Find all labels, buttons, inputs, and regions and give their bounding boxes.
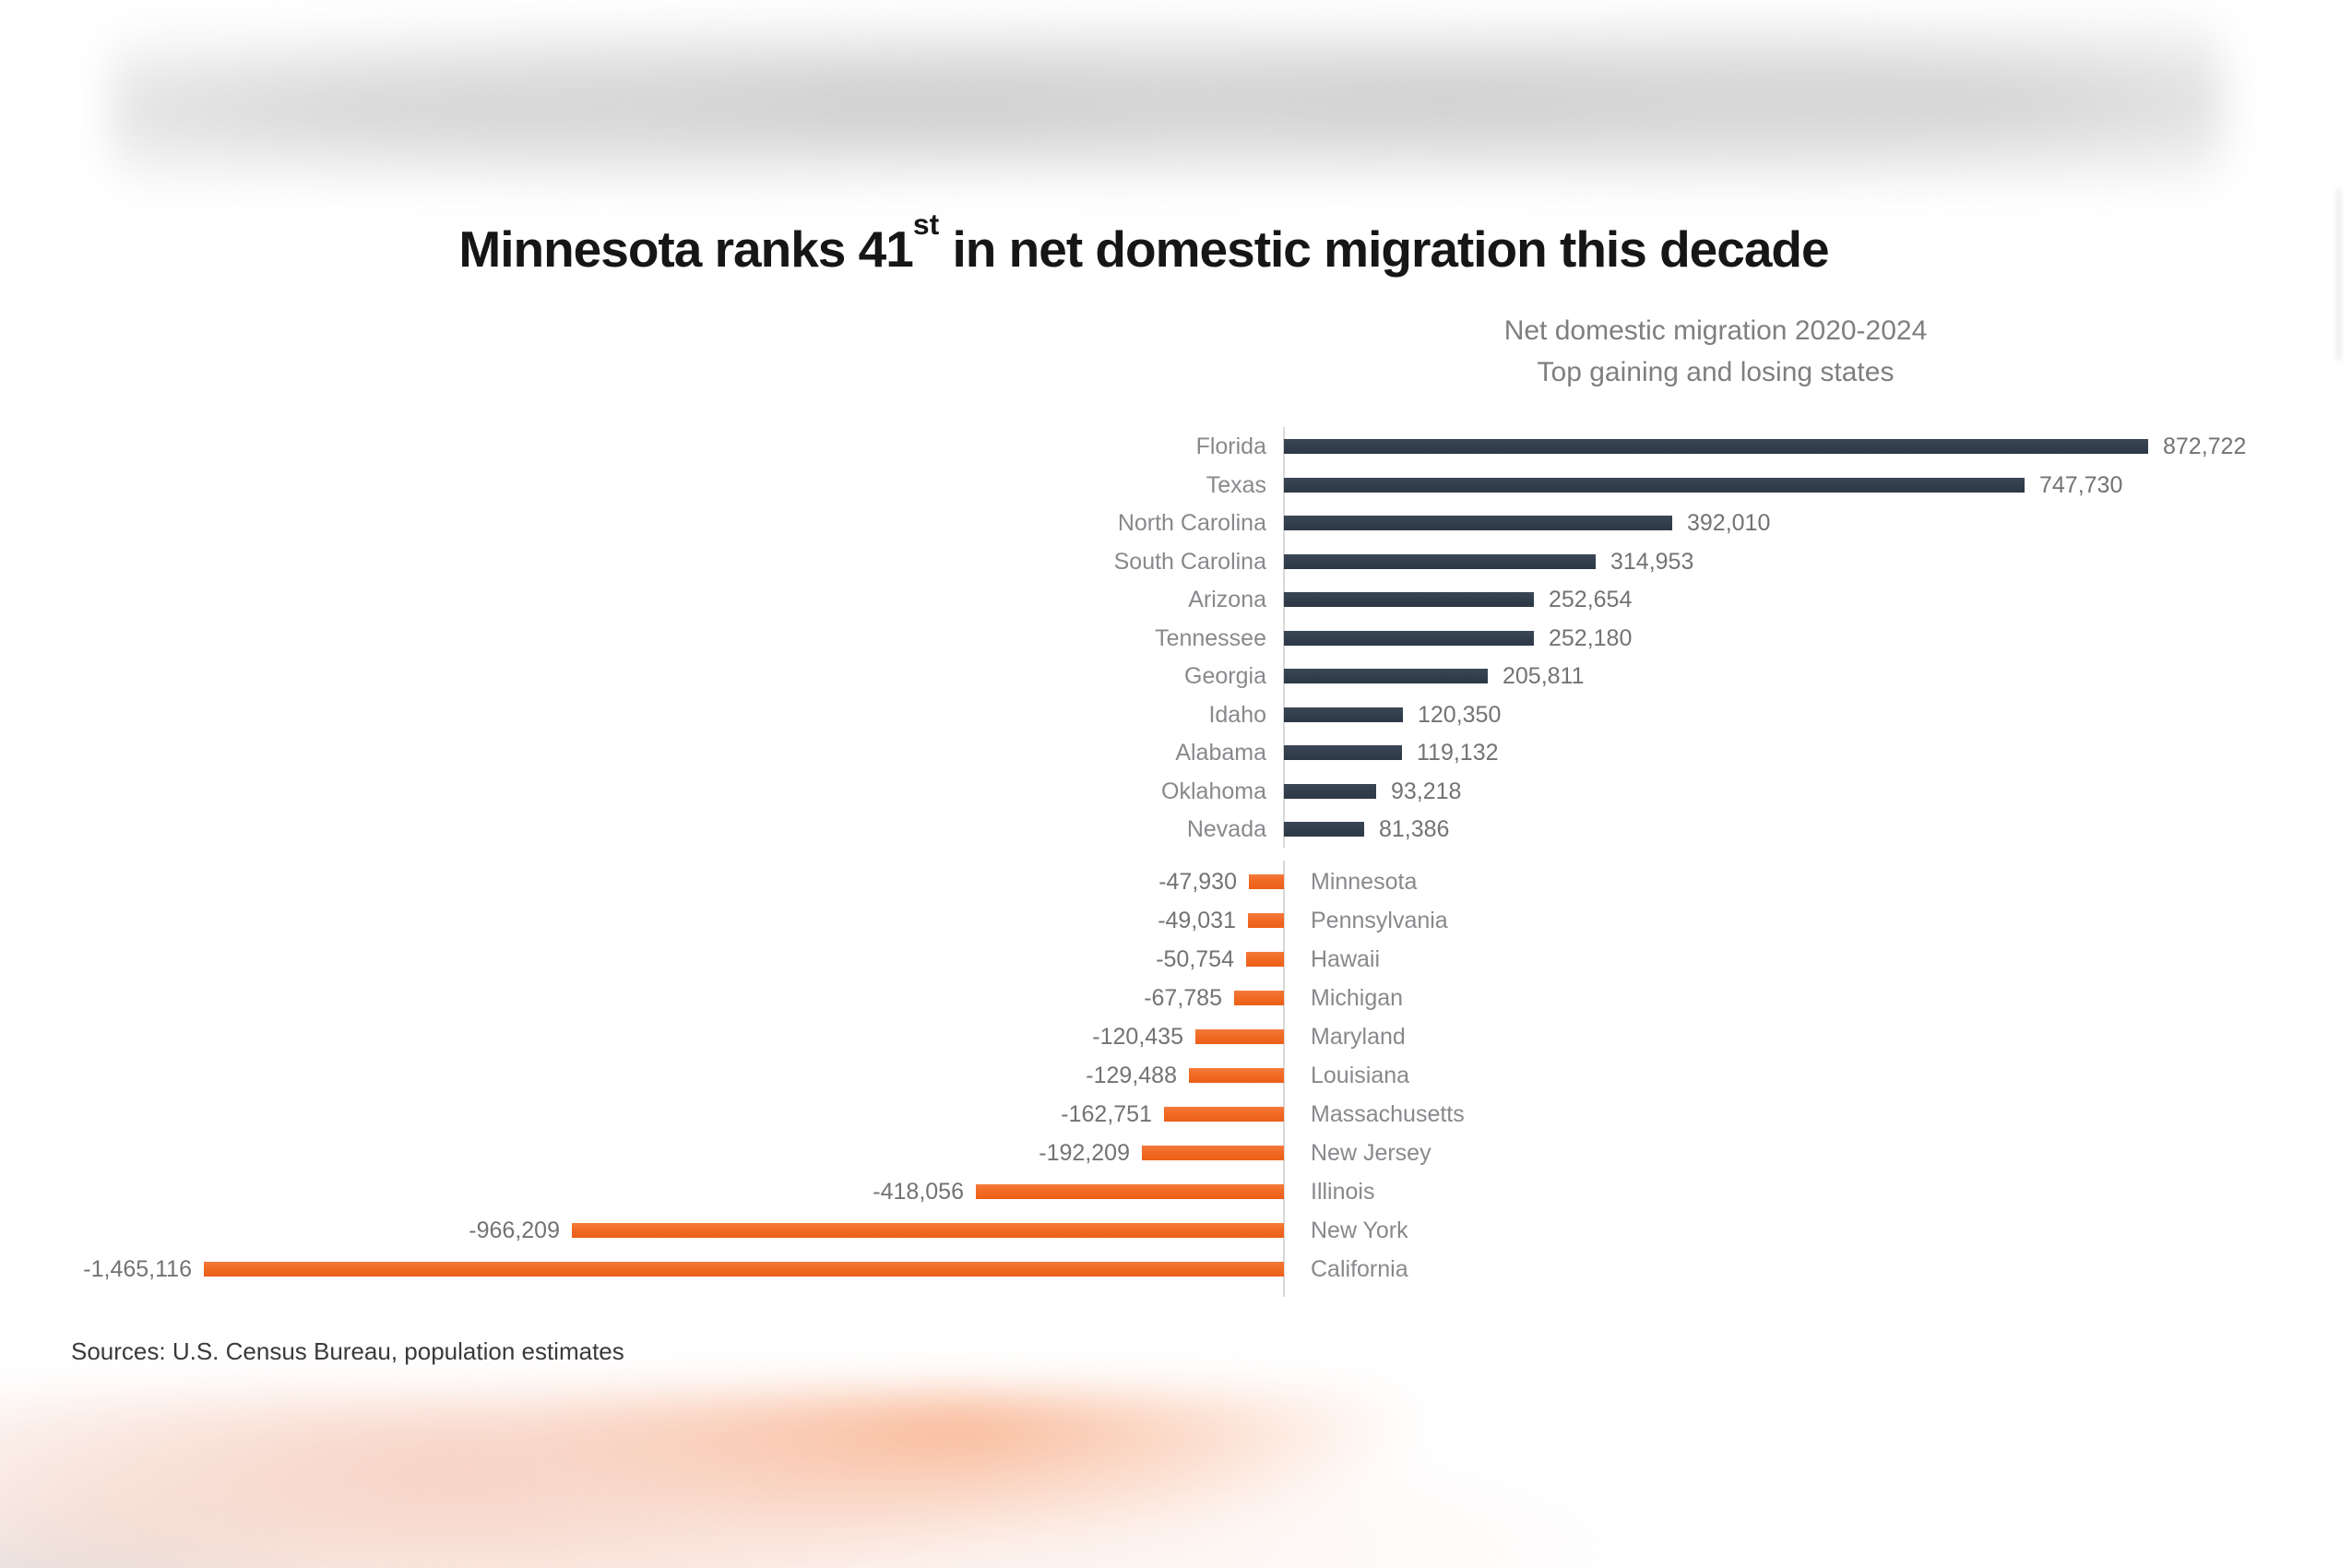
value-label-idaho: 120,350 xyxy=(1418,701,1502,728)
blurred-footer-background xyxy=(0,1395,1697,1568)
state-label-idaho: Idaho xyxy=(1208,701,1266,728)
state-label-minnesota: Minnesota xyxy=(1311,869,1418,895)
state-label-new-jersey: New Jersey xyxy=(1311,1140,1431,1166)
value-label-florida: 872,722 xyxy=(2163,434,2247,459)
value-label-oklahoma: 93,218 xyxy=(1391,778,1462,804)
state-label-oklahoma: Oklahoma xyxy=(1161,778,1266,804)
chart-title-text: Minnesota ranks 41 xyxy=(458,220,913,278)
value-label-tennessee: 252,180 xyxy=(1549,624,1633,651)
state-label-alabama: Alabama xyxy=(1175,740,1266,766)
bar-idaho xyxy=(1284,707,1403,722)
state-label-new-york: New York xyxy=(1311,1218,1408,1243)
bar-maryland xyxy=(1195,1029,1284,1044)
value-label-nevada: 81,386 xyxy=(1379,816,1450,842)
bar-oklahoma xyxy=(1284,783,1376,799)
value-label-louisiana: -129,488 xyxy=(1086,1063,1177,1088)
value-label-north-carolina: 392,010 xyxy=(1687,510,1771,536)
value-label-maryland: -120,435 xyxy=(1092,1024,1183,1050)
bar-new-jersey xyxy=(1142,1146,1284,1160)
bar-south-carolina xyxy=(1284,553,1596,569)
state-label-pennsylvania: Pennsylvania xyxy=(1311,908,1448,933)
chart-title: Minnesota ranks 41st in net domestic mig… xyxy=(458,208,1829,279)
state-label-illinois: Illinois xyxy=(1311,1179,1375,1205)
zero-axis-line-losing xyxy=(1283,861,1285,1297)
bar-north-carolina xyxy=(1284,516,1672,530)
bar-alabama xyxy=(1284,745,1402,760)
bar-georgia xyxy=(1284,669,1488,683)
chart-subtitle-line-1: Net domestic migration 2020-2024 xyxy=(1503,315,1928,346)
bar-texas xyxy=(1284,477,2025,493)
value-label-south-carolina: 314,953 xyxy=(1610,548,1694,575)
state-label-florida: Florida xyxy=(1195,434,1266,459)
panel-right-edge xyxy=(2337,189,2340,360)
state-label-nevada: Nevada xyxy=(1186,816,1266,842)
value-label-massachusetts: -162,751 xyxy=(1061,1101,1152,1127)
value-label-michigan: -67,785 xyxy=(1144,985,1222,1011)
bar-florida xyxy=(1284,439,2148,454)
bar-hawaii xyxy=(1246,952,1284,967)
bar-louisiana xyxy=(1189,1068,1284,1083)
bar-new-york xyxy=(572,1223,1284,1238)
chart-title-ordinal-suffix: st xyxy=(912,208,940,242)
state-label-south-carolina: South Carolina xyxy=(1113,548,1266,575)
value-label-minnesota: -47,930 xyxy=(1158,869,1237,895)
value-label-arizona: 252,654 xyxy=(1549,587,1633,612)
state-label-michigan: Michigan xyxy=(1311,985,1404,1011)
bar-minnesota xyxy=(1249,874,1284,889)
state-label-georgia: Georgia xyxy=(1184,663,1266,689)
bar-michigan xyxy=(1234,991,1284,1005)
value-label-alabama: 119,132 xyxy=(1417,740,1499,766)
state-label-arizona: Arizona xyxy=(1188,587,1266,612)
state-label-texas: Texas xyxy=(1206,471,1266,498)
bar-california xyxy=(204,1262,1284,1277)
state-label-louisiana: Louisiana xyxy=(1311,1063,1410,1088)
value-label-georgia: 205,811 xyxy=(1503,663,1585,689)
bar-nevada xyxy=(1284,822,1364,837)
state-label-north-carolina: North Carolina xyxy=(1117,510,1266,536)
state-label-maryland: Maryland xyxy=(1311,1024,1406,1050)
value-label-illinois: -418,056 xyxy=(873,1179,964,1205)
chart-title-text-rest: in net domestic migration this decade xyxy=(939,220,1829,278)
state-label-tennessee: Tennessee xyxy=(1155,624,1266,651)
value-label-california: -1,465,116 xyxy=(83,1256,192,1282)
bar-pennsylvania xyxy=(1248,913,1284,928)
state-label-california: California xyxy=(1311,1256,1408,1282)
source-note: Sources: U.S. Census Bureau, population … xyxy=(71,1337,624,1365)
value-label-new-york: -966,209 xyxy=(469,1218,560,1243)
bar-massachusetts xyxy=(1164,1107,1284,1122)
chart-subtitle: Net domestic migration 2020-2024 Top gai… xyxy=(1504,310,1928,393)
blurred-header-background xyxy=(111,17,2223,187)
value-label-pennsylvania: -49,031 xyxy=(1158,908,1236,933)
bar-tennessee xyxy=(1284,630,1534,646)
state-label-hawaii: Hawaii xyxy=(1311,946,1381,972)
bar-arizona xyxy=(1284,592,1534,607)
state-label-massachusetts: Massachusetts xyxy=(1311,1101,1465,1127)
bar-illinois xyxy=(976,1184,1284,1199)
value-label-new-jersey: -192,209 xyxy=(1039,1140,1130,1166)
value-label-texas: 747,730 xyxy=(2039,471,2123,498)
value-label-hawaii: -50,754 xyxy=(1156,946,1234,972)
chart-subtitle-line-2: Top gaining and losing states xyxy=(1537,357,1895,387)
